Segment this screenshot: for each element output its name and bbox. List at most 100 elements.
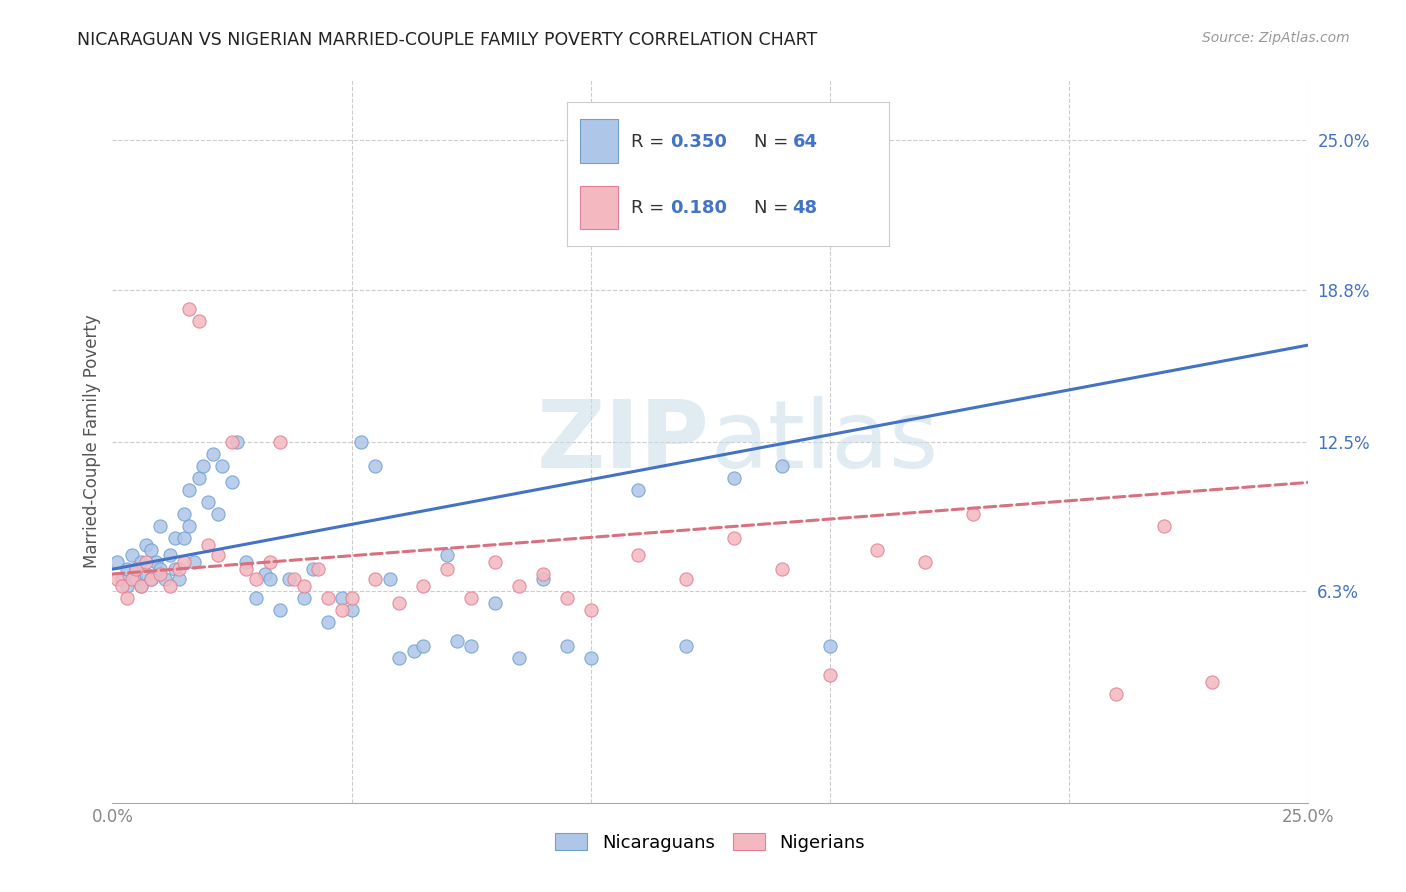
Point	[555, 591, 578, 606]
Point	[163, 531, 186, 545]
Point	[169, 562, 191, 576]
Point	[225, 434, 247, 449]
Point	[173, 555, 195, 569]
Point	[627, 548, 650, 562]
Point	[292, 591, 315, 606]
Point	[723, 471, 745, 485]
Point	[111, 572, 134, 586]
Point	[201, 447, 224, 461]
Point	[388, 651, 411, 665]
Point	[675, 572, 697, 586]
Point	[125, 562, 148, 576]
Point	[508, 579, 530, 593]
Point	[159, 548, 181, 562]
Point	[340, 591, 363, 606]
Point	[139, 572, 162, 586]
Point	[149, 567, 172, 582]
Point	[149, 562, 172, 576]
Point	[330, 591, 353, 606]
Point	[121, 548, 143, 562]
Legend: Nicaraguans, Nigerians: Nicaraguans, Nigerians	[547, 826, 873, 859]
Point	[350, 434, 373, 449]
Point	[169, 572, 191, 586]
Point	[254, 567, 277, 582]
Point	[330, 603, 353, 617]
Point	[307, 562, 329, 576]
Point	[177, 301, 200, 317]
Point	[278, 572, 301, 586]
Text: ZIP: ZIP	[537, 395, 710, 488]
Point	[340, 603, 363, 617]
Point	[436, 562, 458, 576]
Point	[388, 596, 411, 610]
Y-axis label: Married-Couple Family Poverty: Married-Couple Family Poverty	[83, 315, 101, 568]
Point	[197, 494, 219, 508]
Text: Source: ZipAtlas.com: Source: ZipAtlas.com	[1202, 31, 1350, 45]
Point	[723, 531, 745, 545]
Point	[121, 572, 143, 586]
Point	[177, 519, 200, 533]
Point	[235, 555, 257, 569]
Point	[207, 548, 229, 562]
Point	[135, 538, 157, 552]
Point	[402, 644, 425, 658]
Point	[1105, 687, 1128, 701]
Point	[364, 458, 387, 473]
Point	[316, 615, 339, 630]
Point	[675, 639, 697, 653]
Point	[436, 548, 458, 562]
Point	[627, 483, 650, 497]
Point	[770, 458, 793, 473]
Point	[508, 651, 530, 665]
Point	[173, 531, 195, 545]
Point	[187, 314, 209, 328]
Point	[207, 507, 229, 521]
Point	[221, 434, 243, 449]
Point	[139, 572, 162, 586]
Point	[187, 471, 209, 485]
Point	[1201, 675, 1223, 690]
Text: NICARAGUAN VS NIGERIAN MARRIED-COUPLE FAMILY POVERTY CORRELATION CHART: NICARAGUAN VS NIGERIAN MARRIED-COUPLE FA…	[77, 31, 817, 49]
Point	[484, 596, 506, 610]
Point	[378, 572, 401, 586]
Point	[235, 562, 257, 576]
Point	[177, 483, 200, 497]
Point	[770, 562, 793, 576]
Point	[197, 538, 219, 552]
Point	[163, 562, 186, 576]
Point	[153, 572, 176, 586]
Point	[105, 555, 128, 569]
Point	[531, 572, 554, 586]
Point	[173, 507, 195, 521]
Point	[555, 639, 578, 653]
Point	[125, 562, 148, 576]
Point	[316, 591, 339, 606]
Point	[283, 572, 305, 586]
Point	[145, 555, 167, 569]
Point	[1153, 519, 1175, 533]
Point	[866, 542, 889, 557]
Point	[125, 572, 148, 586]
Point	[531, 567, 554, 582]
Point	[269, 434, 291, 449]
Point	[259, 555, 281, 569]
Point	[579, 603, 602, 617]
Point	[221, 475, 243, 490]
Point	[914, 555, 936, 569]
Point	[129, 579, 152, 593]
Point	[364, 572, 387, 586]
Point	[159, 579, 181, 593]
Point	[245, 572, 267, 586]
Point	[105, 572, 128, 586]
Point	[302, 562, 325, 576]
Point	[135, 567, 157, 582]
Point	[115, 591, 138, 606]
Point	[129, 579, 152, 593]
Point	[193, 458, 215, 473]
Point	[962, 507, 984, 521]
Point	[446, 634, 468, 648]
Point	[135, 555, 157, 569]
Point	[245, 591, 267, 606]
Point	[183, 555, 205, 569]
Point	[412, 579, 434, 593]
